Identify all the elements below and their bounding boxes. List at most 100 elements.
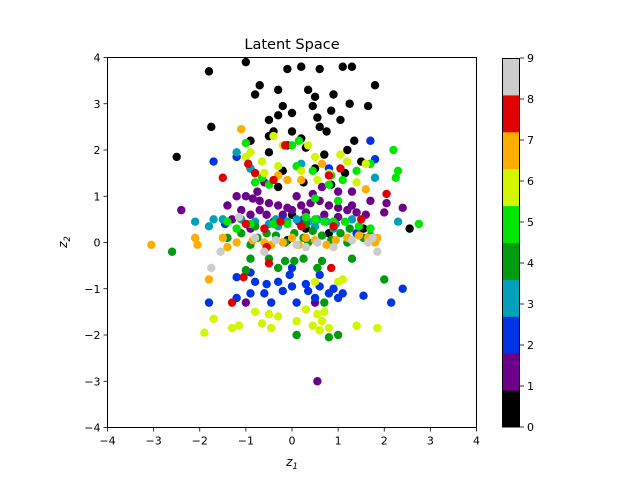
y-axis-label-base: z	[56, 241, 70, 249]
data-point-label-2	[303, 286, 313, 296]
x-tick-label: −3	[146, 435, 162, 448]
data-point-label-9	[207, 263, 216, 273]
data-point-label-0	[350, 136, 359, 145]
data-point-label-7	[331, 235, 341, 245]
colorbar-frame	[502, 58, 520, 427]
data-point-label-0	[241, 57, 251, 67]
data-point-label-2	[260, 289, 269, 298]
data-point-label-5	[391, 173, 400, 182]
data-point-label-9	[234, 212, 244, 222]
y-tick-label: −4	[84, 422, 100, 435]
colorbar-segment-3	[502, 279, 520, 317]
data-point-label-3	[209, 215, 218, 224]
data-point-label-6	[273, 312, 283, 321]
data-point-label-4	[313, 263, 322, 273]
colorbar-tick-label: 9	[527, 52, 534, 65]
data-point-label-5	[320, 217, 329, 226]
data-point-label-5	[393, 166, 403, 176]
data-point-label-9	[368, 233, 377, 243]
data-point-label-3	[347, 215, 357, 224]
data-point-label-1	[264, 198, 274, 208]
x-axis-label-base: z	[285, 455, 293, 469]
data-point-label-5	[340, 217, 350, 226]
data-point-label-7	[190, 233, 200, 243]
data-point-label-5	[338, 175, 347, 185]
data-point-label-7	[361, 185, 370, 194]
data-point-label-8	[239, 272, 248, 282]
x-tick-label: −4	[99, 435, 115, 448]
data-point-label-6	[343, 157, 352, 166]
data-point-label-0	[343, 145, 352, 155]
data-point-label-0	[315, 122, 324, 132]
data-point-label-4	[167, 247, 177, 256]
data-point-label-2	[250, 277, 260, 287]
data-point-label-9	[329, 242, 338, 252]
data-point-label-2	[292, 298, 301, 307]
data-point-label-7	[317, 159, 327, 169]
data-point-label-9	[260, 247, 269, 256]
data-point-label-4	[290, 256, 299, 266]
data-point-label-0	[264, 115, 274, 125]
data-point-label-5	[366, 224, 375, 233]
data-point-label-0	[287, 108, 297, 118]
data-point-label-1	[241, 192, 251, 201]
colorbar-segment-4	[502, 242, 520, 280]
data-point-label-1	[253, 187, 262, 196]
data-point-label-0	[370, 81, 380, 90]
data-point-label-1	[380, 208, 389, 217]
data-point-label-5	[324, 180, 334, 189]
x-axis-label-subscript: 1	[292, 462, 297, 472]
data-point-label-0	[287, 127, 297, 136]
data-point-label-9	[301, 242, 311, 252]
x-tick-label: 0	[289, 435, 296, 448]
data-point-label-4	[333, 330, 343, 340]
data-point-label-9	[313, 238, 322, 247]
data-point-label-7	[223, 242, 232, 252]
data-point-label-1	[287, 205, 297, 215]
data-point-label-5	[308, 166, 317, 176]
data-point-label-2	[324, 289, 334, 298]
data-point-label-6	[269, 131, 278, 141]
data-point-label-8	[260, 224, 269, 233]
data-point-label-2	[246, 289, 255, 298]
data-point-label-1	[292, 192, 301, 201]
data-point-label-5	[389, 145, 398, 155]
x-tick-label: 3	[427, 435, 434, 448]
data-point-label-4	[308, 226, 317, 236]
chart-title: Latent Space	[244, 37, 339, 53]
data-point-label-7	[232, 238, 241, 247]
y-tick-label: 0	[94, 237, 101, 250]
data-point-label-1	[177, 205, 186, 215]
data-point-label-2	[209, 157, 218, 166]
data-point-label-6	[317, 316, 327, 326]
data-point-label-3	[204, 222, 214, 231]
colorbar-segment-6	[502, 168, 520, 207]
data-point-label-4	[320, 298, 329, 307]
data-point-label-0	[329, 90, 338, 99]
data-point-label-1	[237, 205, 246, 215]
data-point-label-2	[366, 136, 375, 145]
data-point-label-5	[232, 224, 241, 233]
data-point-label-2	[315, 270, 324, 280]
colorbar-tick-label: 0	[527, 421, 534, 434]
data-point-label-6	[315, 326, 324, 335]
data-point-label-7	[218, 233, 228, 243]
data-point-label-4	[299, 254, 308, 263]
data-point-label-3	[292, 215, 301, 224]
data-point-label-0	[172, 152, 181, 162]
data-point-label-2	[287, 263, 297, 273]
colorbar-segment-2	[502, 316, 520, 354]
data-point-label-0	[207, 122, 216, 132]
data-point-label-1	[347, 187, 357, 196]
colorbar-tick-label: 7	[527, 134, 534, 147]
x-tick-label: 4	[473, 435, 480, 448]
x-tick-label: 1	[335, 435, 342, 448]
data-point-label-2	[232, 272, 241, 282]
data-point-label-4	[347, 254, 357, 263]
data-point-label-6	[373, 323, 382, 333]
data-point-label-2	[359, 291, 368, 300]
data-point-label-6	[246, 148, 255, 157]
colorbar-tick-label: 3	[527, 298, 534, 311]
data-point-label-8	[356, 215, 366, 224]
